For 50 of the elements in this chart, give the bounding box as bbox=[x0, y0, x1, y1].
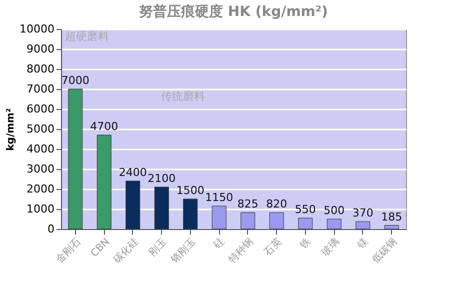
y-tick-label: 4000 bbox=[26, 142, 54, 156]
y-tick-label: 8000 bbox=[26, 62, 54, 76]
x-tick-label: 特种钢 bbox=[226, 236, 256, 266]
x-tick-label: 碳化硅 bbox=[110, 236, 141, 266]
bar bbox=[183, 198, 198, 230]
data-label: 500 bbox=[324, 204, 345, 217]
x-tick-label: 刚玉 bbox=[147, 236, 170, 258]
y-tick-label: 1000 bbox=[26, 202, 54, 216]
x-tick-label: 玻璃 bbox=[319, 236, 342, 258]
data-label: 550 bbox=[294, 203, 316, 216]
y-tick-label: 10000 bbox=[20, 22, 54, 36]
bar bbox=[384, 225, 399, 230]
bar bbox=[326, 218, 342, 230]
x-tick-label: 铬刚玉 bbox=[168, 236, 198, 266]
x-tick-label: 低碳钢 bbox=[370, 236, 400, 266]
y-tick-label: 9000 bbox=[26, 42, 54, 56]
y-tick-label: 7000 bbox=[26, 82, 54, 96]
y-tick-label: 6000 bbox=[26, 102, 54, 116]
x-tick-label: 铁 bbox=[296, 236, 314, 252]
bar bbox=[356, 221, 370, 230]
data-label: 825 bbox=[237, 198, 258, 210]
bar bbox=[212, 206, 226, 230]
x-tick-label: 金刚石 bbox=[53, 236, 84, 266]
x-tick-label: 硅 bbox=[210, 236, 227, 252]
y-tick-label: 5000 bbox=[26, 122, 54, 136]
data-label: 820 bbox=[266, 198, 288, 211]
data-label: 185 bbox=[381, 210, 402, 224]
data-label: 7000 bbox=[61, 74, 90, 87]
y-tick-label: 0 bbox=[48, 222, 54, 236]
data-label: 2100 bbox=[148, 172, 176, 185]
bar bbox=[240, 212, 256, 230]
y-tick-label: 2000 bbox=[26, 182, 54, 196]
x-tick-label: 镁 bbox=[354, 236, 371, 252]
data-label: 1500 bbox=[176, 184, 204, 197]
bar bbox=[298, 218, 313, 230]
bar bbox=[96, 134, 112, 230]
data-label: 370 bbox=[352, 206, 374, 220]
bar bbox=[154, 186, 169, 230]
data-label: 1150 bbox=[205, 191, 234, 204]
data-label: 2400 bbox=[118, 166, 147, 179]
bar bbox=[269, 212, 284, 230]
chart-title: 努普压痕硬度 HK (kg/mm²) bbox=[139, 3, 328, 20]
y-tick-label: 3000 bbox=[26, 162, 54, 176]
data-label: 4700 bbox=[90, 120, 118, 133]
annotation: 传统磨料 bbox=[161, 90, 205, 103]
y-axis-title: kg/mm² bbox=[6, 108, 17, 151]
x-tick-label: 石英 bbox=[262, 236, 284, 258]
annotation: 超硬磨料 bbox=[65, 30, 109, 43]
bar bbox=[126, 180, 140, 230]
bar bbox=[68, 88, 83, 230]
